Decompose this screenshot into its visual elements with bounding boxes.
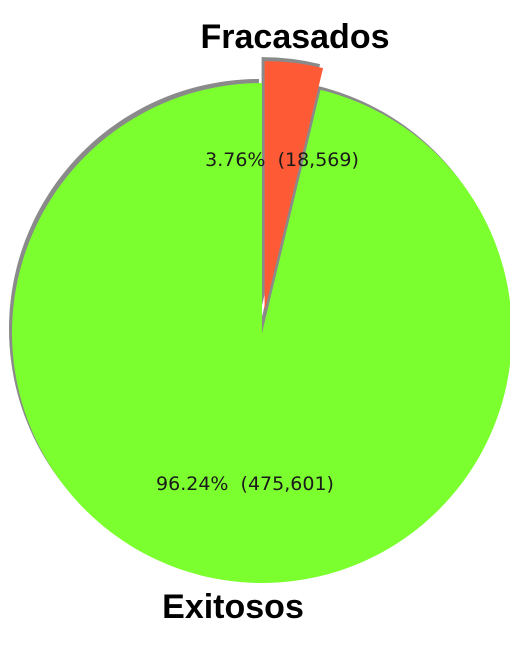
pie-slice-category-label-fracasados: Fracasados <box>201 18 390 56</box>
pie-slice-value-label-fracasados: 3.76% (18,569) <box>205 149 359 171</box>
pie-slice-value-label-exitosos: 96.24% (475,601) <box>156 473 334 495</box>
pie-slice-category-label-exitosos: Exitosos <box>162 588 304 626</box>
pie-label-layer: 3.76% (18,569) Fracasados 96.24% (475,601)… <box>156 18 389 626</box>
pie-slice-exitosos <box>12 83 510 583</box>
pie-slice-fracasados <box>264 61 324 312</box>
pie-slice-layer <box>12 61 510 583</box>
